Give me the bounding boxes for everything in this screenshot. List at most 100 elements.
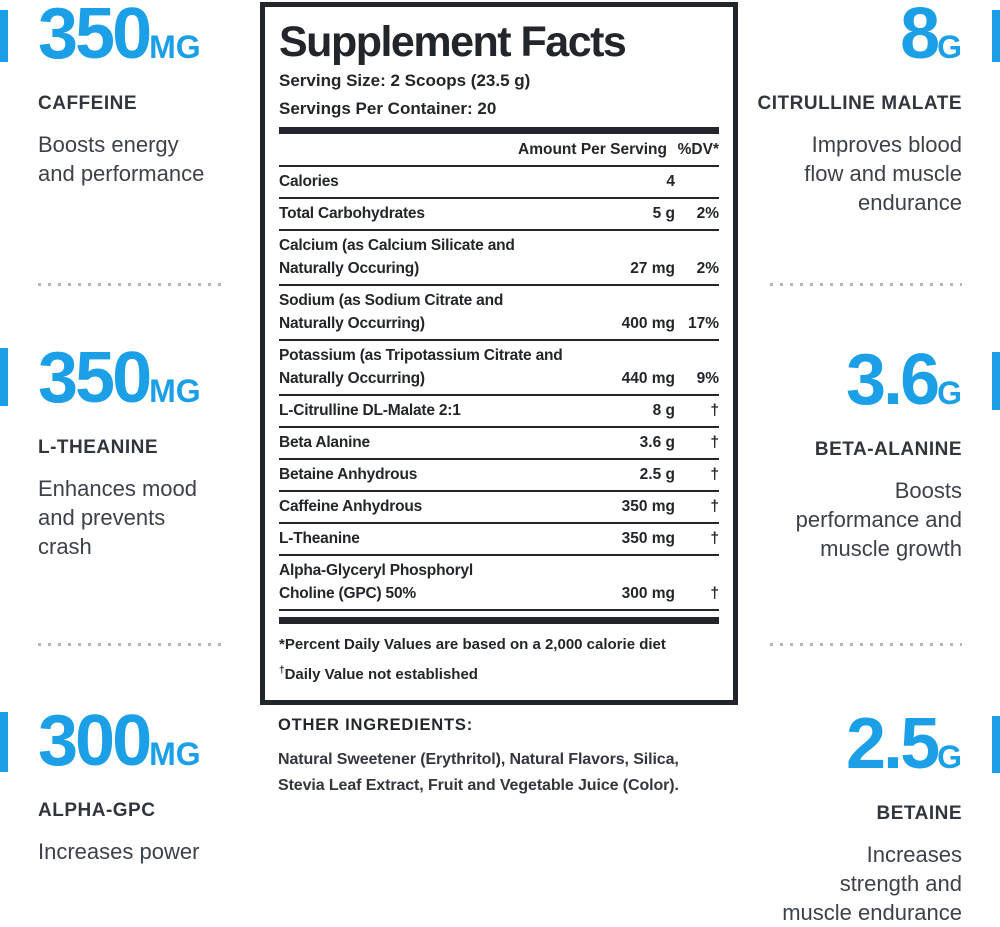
other-ingredients-heading: OTHER INGREDIENTS: <box>278 716 473 734</box>
ingredient-name: Potassium (as Tripotassium Citrate and N… <box>279 347 563 387</box>
dagger-mark: † <box>279 665 285 676</box>
table-row: Sodium (as Sodium Citrate and Naturally … <box>279 286 719 341</box>
header-percent-dv: %DV* <box>677 141 719 158</box>
highlight-name: BETA-ALANINE <box>814 439 962 460</box>
highlight-description: Improves blood flow and muscle endurance <box>804 132 962 215</box>
ingredient-name: Caffeine Anhydrous <box>279 498 423 515</box>
amount-unit: G <box>937 29 962 65</box>
ingredient-name: Sodium (as Sodium Citrate and Naturally … <box>279 292 504 332</box>
highlight-amount: 2.5G <box>740 708 962 789</box>
table-row: Alpha-Glyceryl Phosphoryl Choline (GPC) … <box>279 556 719 611</box>
ingredient-amount: 400 mg <box>621 315 675 332</box>
ingredient-name: L-Theanine <box>279 530 360 547</box>
table-row: L-Citrulline DL-Malate 2:1 8 g † <box>279 396 719 428</box>
highlight-amount: 8G <box>740 0 962 79</box>
amount-value: 8 <box>900 0 940 74</box>
highlight-amount: 300MG <box>38 705 248 786</box>
highlight-amount: 3.6G <box>740 344 962 425</box>
accent-bar <box>0 10 8 62</box>
ingredient-dv: † <box>710 530 719 547</box>
ingredient-dv: † <box>710 402 719 419</box>
highlight-description: Boosts energy and performance <box>38 132 205 186</box>
ingredient-amount: 300 mg <box>621 585 675 602</box>
servings-per-container: Servings Per Container: 20 <box>279 99 497 118</box>
amount-value: 2.5 <box>846 704 940 784</box>
ingredient-amount: 350 mg <box>621 498 675 515</box>
thick-divider <box>279 127 719 134</box>
ingredient-dv: 17% <box>687 315 719 332</box>
ingredient-amount: 4 <box>666 173 675 190</box>
footnote-daily-value: †Daily Value not established <box>279 658 719 688</box>
highlight-name: ALPHA-GPC <box>38 800 156 821</box>
serving-size: Serving Size: 2 Scoops (23.5 g) <box>279 71 531 90</box>
amount-unit: G <box>937 375 962 411</box>
amount-value: 350 <box>38 338 152 418</box>
dotted-divider <box>38 283 228 286</box>
table-header: Amount Per Serving %DV* <box>279 134 719 167</box>
dotted-divider <box>770 283 962 286</box>
highlight-caffeine: 350MG CAFFEINE Boosts energy and perform… <box>38 0 248 188</box>
footnotes: *Percent Daily Values are based on a 2,0… <box>279 632 719 688</box>
highlight-amount: 350MG <box>38 342 248 423</box>
table-row: Betaine Anhydrous 2.5 g † <box>279 460 719 492</box>
ingredient-dv: † <box>710 434 719 451</box>
other-ingredients-text: Natural Sweetener (Erythritol), Natural … <box>278 751 679 794</box>
accent-bar <box>0 348 8 406</box>
ingredient-name: Alpha-Glyceryl Phosphoryl Choline (GPC) … <box>279 562 473 602</box>
ingredient-name: Betaine Anhydrous <box>279 466 418 483</box>
header-amount-per-serving: Amount Per Serving <box>518 141 667 158</box>
table-row: Caffeine Anhydrous 350 mg † <box>279 492 719 524</box>
accent-bar <box>992 352 1000 410</box>
highlight-description: Increases strength and muscle endurance <box>782 842 962 925</box>
dotted-divider <box>770 643 962 646</box>
ingredient-amount: 8 g <box>652 402 675 419</box>
ingredient-name: L-Citrulline DL-Malate 2:1 <box>279 402 461 419</box>
amount-value: 3.6 <box>846 340 940 420</box>
highlight-amount: 350MG <box>38 0 248 79</box>
ingredient-name: Beta Alanine <box>279 434 370 451</box>
ingredient-dv: 2% <box>696 205 719 222</box>
highlight-name: BETAINE <box>876 803 962 824</box>
ingredient-dv: † <box>710 585 719 602</box>
highlight-alpha-gpc: 300MG ALPHA-GPC Increases power <box>38 705 248 866</box>
highlight-l-theanine: 350MG L-THEANINE Enhances mood and preve… <box>38 342 248 561</box>
accent-bar <box>992 10 1000 62</box>
accent-bar <box>992 716 1000 773</box>
table-row: L-Theanine 350 mg † <box>279 524 719 556</box>
ingredient-name: Total Carbohydrates <box>279 205 425 222</box>
table-row: Calories 4 <box>279 167 719 199</box>
dotted-divider <box>38 643 228 646</box>
ingredient-amount: 5 g <box>652 205 675 222</box>
ingredient-dv: † <box>710 498 719 515</box>
amount-unit: MG <box>149 373 201 409</box>
highlight-name: CAFFEINE <box>38 93 137 114</box>
highlight-beta-alanine: 3.6G BETA-ALANINE Boosts performance and… <box>740 344 962 563</box>
ingredient-name: Calcium (as Calcium Silicate and Natural… <box>279 237 515 277</box>
ingredient-amount: 350 mg <box>621 530 675 547</box>
ingredient-amount: 27 mg <box>630 260 675 277</box>
highlight-description: Enhances mood and prevents crash <box>38 476 197 559</box>
accent-bar <box>0 712 8 772</box>
other-ingredients: OTHER INGREDIENTS: Natural Sweetener (Er… <box>278 716 740 799</box>
table-row: Beta Alanine 3.6 g † <box>279 428 719 460</box>
table-row: Total Carbohydrates 5 g 2% <box>279 199 719 231</box>
table-row: Calcium (as Calcium Silicate and Natural… <box>279 231 719 286</box>
amount-unit: G <box>937 739 962 775</box>
ingredient-amount: 440 mg <box>621 370 675 387</box>
panel-title: Supplement Facts <box>279 18 627 66</box>
amount-unit: MG <box>149 736 201 772</box>
highlight-betaine: 2.5G BETAINE Increases strength and musc… <box>740 708 962 927</box>
highlight-citrulline-malate: 8G CITRULLINE MALATE Improves blood flow… <box>740 0 962 217</box>
ingredient-amount: 3.6 g <box>639 434 675 451</box>
amount-unit: MG <box>149 29 201 65</box>
footnote-daily-value-text: Daily Value not established <box>284 666 478 683</box>
footnote-percent-dv: *Percent Daily Values are based on a 2,0… <box>279 636 666 653</box>
highlight-name: L-THEANINE <box>38 437 159 458</box>
highlight-description: Boosts performance and muscle growth <box>795 478 962 561</box>
highlight-description: Increases power <box>38 839 200 864</box>
ingredient-dv: 2% <box>696 260 719 277</box>
table-row: Potassium (as Tripotassium Citrate and N… <box>279 341 719 396</box>
amount-value: 350 <box>38 0 152 74</box>
amount-value: 300 <box>38 701 152 781</box>
